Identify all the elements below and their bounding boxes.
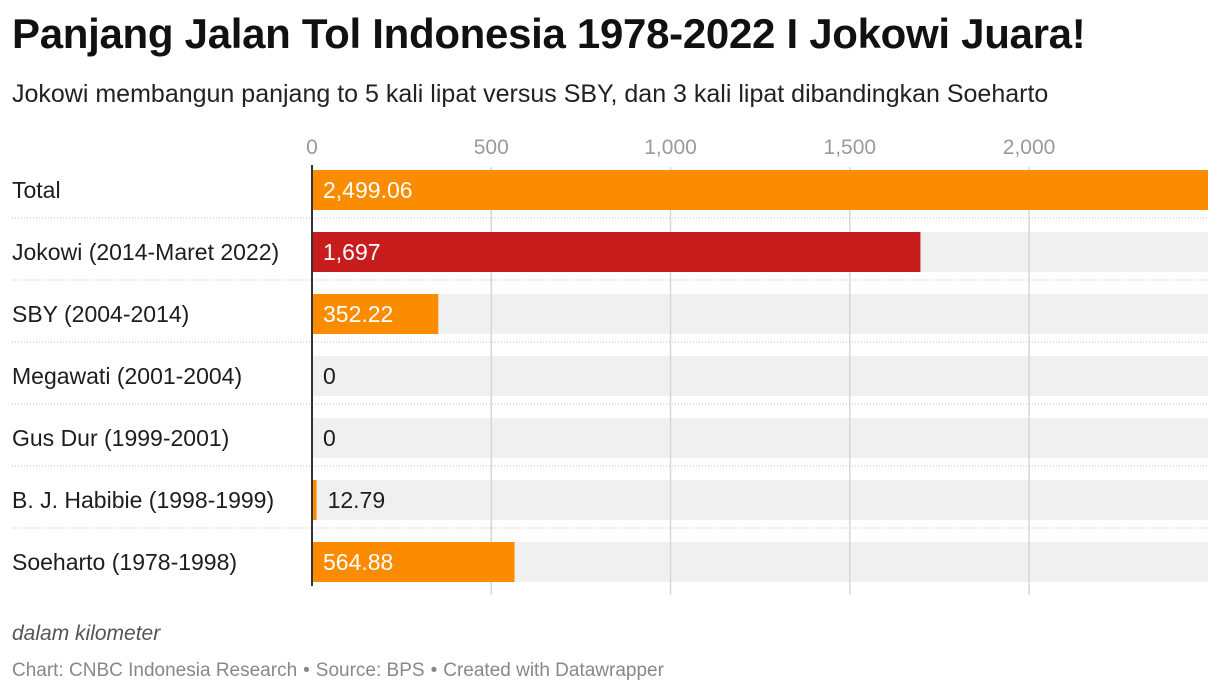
value-label: 0 (323, 363, 336, 389)
bar-chart: 0 500 1,000 1,500 2,000 Total 2,499.06 Jokowi (… (12, 136, 1208, 595)
bar-background (312, 356, 1208, 396)
x-tick-label: 1,500 (824, 136, 877, 159)
bar-background (312, 480, 1208, 520)
category-label: Jokowi (2014-Maret 2022) (12, 239, 279, 265)
bar (312, 480, 317, 520)
bar (312, 542, 515, 582)
category-label: Megawati (2001-2004) (12, 363, 242, 389)
category-label: B. J. Habibie (1998-1999) (12, 487, 274, 513)
footer-created-with: Created with Datawrapper (443, 660, 664, 681)
footer-separator: • (430, 660, 438, 681)
value-label: 352.22 (323, 301, 393, 327)
bar-background (312, 418, 1208, 458)
bar (312, 170, 1208, 210)
chart-title: Panjang Jalan Tol Indonesia 1978-2022 I … (12, 10, 1086, 57)
footer-chart-credit: Chart: CNBC Indonesia Research (12, 660, 298, 681)
x-tick-label: 0 (306, 136, 318, 159)
chart-footer: Chart: CNBC Indonesia Research • Source: B… (12, 660, 664, 682)
x-tick-label: 1,000 (644, 136, 697, 159)
bar (312, 232, 921, 272)
footer-source: Source: BPS (315, 660, 425, 681)
bar (312, 294, 439, 334)
value-label: 0 (323, 425, 336, 451)
value-label: 2,499.06 (323, 177, 413, 203)
category-label: SBY (2004-2014) (12, 301, 189, 327)
chart-subtitle: Jokowi membangun panjang to 5 kali lipat… (12, 80, 1049, 108)
x-tick-label: 2,000 (1003, 136, 1056, 159)
category-label: Gus Dur (1999-2001) (12, 425, 229, 451)
footer-separator: • (303, 660, 310, 681)
value-label: 1,697 (323, 239, 381, 265)
bar-background (312, 294, 1208, 334)
value-label: 12.79 (328, 487, 386, 513)
value-label: 564.88 (323, 549, 393, 575)
x-tick-label: 500 (474, 136, 509, 159)
category-label: Soeharto (1978-1998) (12, 549, 237, 575)
unit-note: dalam kilometer (12, 622, 161, 645)
category-label: Total (12, 177, 61, 203)
